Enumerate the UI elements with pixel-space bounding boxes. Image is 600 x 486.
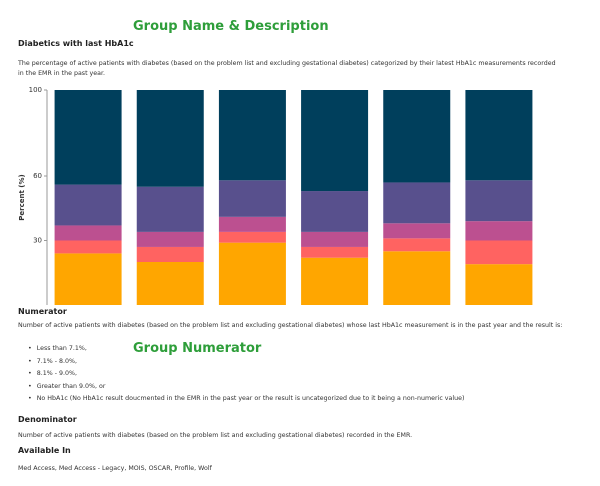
bar-segment — [136, 246, 204, 262]
bar-segment — [218, 90, 286, 181]
bar-segment — [465, 221, 533, 241]
list-item: 7.1% - 8.0%, — [28, 356, 464, 369]
description: The percentage of active patients with d… — [18, 60, 556, 77]
bar-segment — [136, 186, 204, 232]
chart: Percent (%) 30 60 100 — [18, 86, 533, 305]
numerator-list: Less than 7.1%,7.1% - 8.0%,8.1% - 9.0%,G… — [28, 343, 465, 406]
bar-segment — [383, 238, 451, 252]
list-item: 8.1% - 9.0%, — [28, 368, 464, 381]
bar-segment — [136, 231, 204, 247]
bar-segment — [465, 180, 533, 222]
bar-segment — [54, 90, 122, 185]
bar-segment — [54, 184, 122, 226]
list-item: Greater than 9.0%, or — [28, 381, 464, 394]
bar-segment — [301, 246, 369, 258]
bar-segment — [54, 240, 122, 254]
bar-segment — [136, 90, 204, 187]
bar-segment — [465, 264, 533, 305]
bar-segment — [136, 262, 204, 305]
bar-segment — [301, 90, 369, 192]
bar-segment — [383, 251, 451, 305]
numerator-heading: Numerator — [18, 307, 67, 316]
bar-segment — [383, 182, 451, 224]
bar-segment — [218, 180, 286, 217]
bar-segment — [54, 225, 122, 241]
bar-segment — [301, 257, 369, 305]
available-text: Med Access, Med Access - Legacy, MOIS, O… — [18, 465, 212, 472]
annotation: Group Name & Description — [133, 19, 329, 34]
y-tick-label: 100 — [29, 86, 42, 94]
numerator-text: Number of active patients with diabetes … — [18, 322, 563, 329]
denominator-text: Number of active patients with diabetes … — [18, 432, 413, 439]
list-item: Less than 7.1%, — [28, 343, 464, 356]
y-tick-label: 60 — [33, 172, 42, 180]
list-item: No HbA1c (No HbA1c result doucmented in … — [28, 393, 465, 406]
bar-segment — [218, 216, 286, 232]
bar-segment — [218, 231, 286, 243]
denominator-heading: Denominator — [18, 415, 77, 424]
bar-segment — [301, 191, 369, 232]
y-axis-label: Percent (%) — [18, 174, 26, 220]
bar-segment — [465, 240, 533, 265]
bar-segment — [301, 231, 369, 247]
bar-segment — [465, 90, 533, 181]
y-tick-label: 30 — [33, 237, 42, 245]
title: Diabetics with last HbA1c — [18, 39, 134, 48]
available-heading: Available In — [18, 446, 71, 455]
bar-segment — [54, 253, 122, 305]
bar-segment — [383, 90, 451, 183]
bar-segment — [218, 242, 286, 305]
bar-segment — [383, 223, 451, 239]
